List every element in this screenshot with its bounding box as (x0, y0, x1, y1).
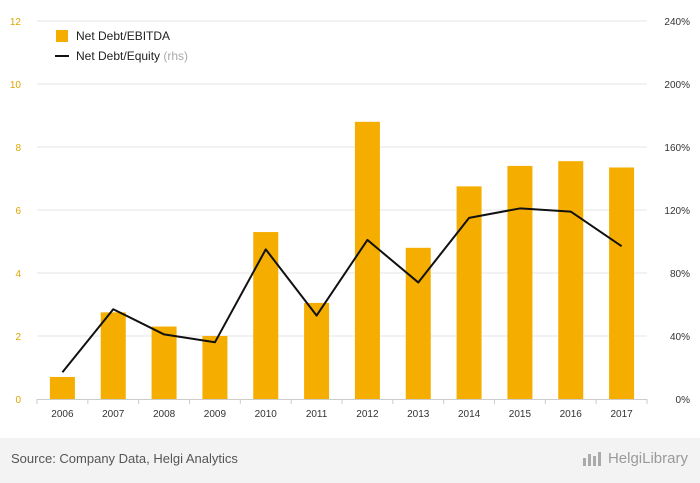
bar (609, 167, 635, 399)
left-tick-label: 6 (15, 206, 21, 217)
brand-name: HelgiLibrary (607, 450, 688, 467)
right-tick-label: 240% (664, 17, 690, 28)
legend-line-suffix: (rhs) (163, 49, 188, 63)
legend: Net Debt/EBITDA Net Debt/Equity (rhs) (55, 29, 188, 63)
bar (507, 165, 533, 399)
right-tick-label: 40% (670, 332, 690, 343)
bar (456, 186, 482, 399)
bar (558, 161, 584, 399)
x-tick-label: 2017 (610, 409, 633, 420)
bar-series (49, 121, 635, 400)
left-tick-label: 8 (15, 143, 21, 154)
gridlines (37, 20, 647, 337)
left-tick-label: 12 (10, 17, 22, 28)
right-tick-label: 0% (676, 395, 691, 406)
legend-line-label: Net Debt/Equity (76, 49, 160, 63)
x-tick-label: 2008 (153, 409, 176, 420)
net-debt-equity-line (61, 207, 623, 373)
library-icon (582, 451, 603, 466)
right-tick-label: 120% (664, 206, 690, 217)
bar (354, 121, 380, 400)
x-tick-label: 2007 (102, 409, 125, 420)
bar (253, 232, 279, 399)
left-tick-label: 0 (15, 395, 21, 406)
x-tick-label: 2006 (51, 409, 74, 420)
x-tick-label: 2014 (458, 409, 481, 420)
legend-bar-swatch (56, 30, 68, 42)
brand-logo[interactable]: HelgiLibrary (582, 450, 688, 467)
bar (304, 302, 330, 399)
x-tick-label: 2009 (204, 409, 227, 420)
bar (100, 312, 126, 399)
right-tick-label: 80% (670, 269, 690, 280)
right-tick-label: 160% (664, 143, 690, 154)
bar (49, 376, 75, 399)
legend-line-text: Net Debt/Equity (rhs) (76, 49, 188, 63)
left-tick-label: 4 (15, 269, 21, 280)
left-tick-label: 10 (10, 80, 22, 91)
legend-bar-label: Net Debt/EBITDA (76, 29, 170, 43)
x-tick-label: 2016 (560, 409, 583, 420)
line-series (61, 207, 623, 373)
source-text: Source: Company Data, Helgi Analytics (11, 451, 238, 466)
x-tick-label: 2010 (255, 409, 278, 420)
bar (151, 326, 177, 399)
x-tick-label: 2015 (509, 409, 532, 420)
x-tick-label: 2012 (356, 409, 379, 420)
x-tick-label: 2011 (306, 409, 328, 420)
bar (202, 336, 228, 399)
footer: Source: Company Data, Helgi Analytics He… (0, 438, 700, 483)
right-tick-label: 200% (664, 80, 690, 91)
left-tick-label: 2 (15, 332, 21, 343)
x-tick-label: 2013 (407, 409, 430, 420)
